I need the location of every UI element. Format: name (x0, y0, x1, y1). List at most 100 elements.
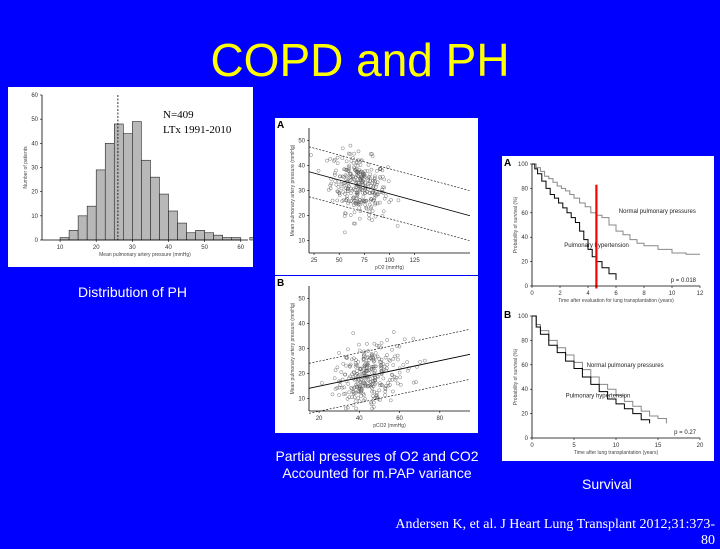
scatter-b-point (333, 368, 338, 373)
scatter-a-y-tick-label: 40 (298, 164, 305, 170)
scatter-a-point (354, 161, 359, 165)
scatter-a-x-tick-label: 100 (384, 258, 395, 264)
scatter-b-point (414, 380, 418, 384)
scatter-b-point (363, 370, 368, 375)
scatter-a-point (369, 167, 374, 172)
survival-b-x-tick-label: 5 (572, 443, 576, 449)
survival-b-y-tick-label: 100 (518, 314, 529, 320)
scatter-a-point (357, 198, 362, 202)
slide-title: COPD and PH (210, 34, 510, 86)
scatter-a-point (360, 190, 365, 195)
survival-a-x-tick-label: 6 (614, 291, 618, 297)
scatter-b-x-tick-label: 80 (436, 416, 443, 422)
scatter-a-point (368, 179, 372, 184)
caption-survival: Survival (582, 476, 632, 492)
scatter-b-point (388, 383, 392, 387)
survival-a-series-line (532, 163, 617, 280)
scatter-a-point (355, 194, 360, 199)
scatter-a-point (358, 176, 363, 181)
scatter-a-point (351, 175, 355, 179)
histogram-bar (249, 237, 253, 241)
scatter-a-point (357, 186, 362, 191)
scatter-b-point (339, 370, 344, 374)
scatter-a-point (380, 214, 385, 218)
survival-b-y-tick-label: 60 (521, 363, 528, 369)
scatter-b-point (374, 391, 379, 395)
scatter-a-point (363, 191, 367, 195)
scatter-a-point (339, 186, 344, 191)
survival-b-x-tick-label: 20 (697, 443, 704, 449)
scatter-a-point (367, 209, 372, 214)
scatter-a-point (371, 190, 376, 194)
scatter-a-point (343, 230, 347, 235)
scatter-b-point (345, 397, 350, 401)
scatter-a-point (358, 209, 363, 213)
scatter-b-point (373, 355, 378, 359)
scatter-b-point (348, 362, 353, 367)
scatter-a-point (369, 184, 373, 188)
scatter-b-point (357, 384, 362, 389)
scatter-a-point (338, 174, 342, 179)
scatter-b-point (363, 362, 367, 367)
scatter-a-point (332, 157, 337, 162)
scatter-a-point (370, 209, 375, 213)
scatter-b-point (361, 354, 366, 359)
scatter-a-point (384, 194, 388, 198)
scatter-b-point (357, 342, 361, 347)
survival-a-pvalue: p = 0.018 (671, 278, 697, 284)
scatter-b-point (371, 396, 376, 401)
scatter-a-y-tick-label: 20 (298, 214, 305, 220)
scatter-b-point (383, 387, 388, 391)
scatter-b-point (396, 357, 400, 362)
scatter-b-point (383, 389, 388, 394)
scatter-a-point (346, 201, 350, 206)
histogram-bar (123, 133, 133, 241)
scatter-a-x-tick-label: 25 (311, 258, 318, 264)
scatter-a-point (396, 198, 401, 203)
scatter-a-point (386, 165, 390, 170)
scatter-b-point (365, 354, 370, 359)
scatter-a-point (355, 163, 360, 168)
scatter-b-point (370, 389, 374, 394)
scatter-b-point (397, 344, 402, 349)
survival-b-pvalue: p = 0.27 (674, 430, 697, 436)
scatter-a-point (365, 169, 370, 173)
caption-partial-pressures: Partial pressures of O2 and CO2 Accounte… (266, 448, 488, 482)
scatter-a-point (345, 194, 349, 199)
scatter-a-point (370, 154, 375, 159)
scatter-b-point (371, 376, 375, 381)
scatter-b-point (361, 358, 366, 362)
scatter-b-point (395, 381, 400, 386)
scatter-b-y-tick-label: 40 (298, 322, 305, 328)
scatter-b-point (344, 363, 348, 368)
scatter-a-point (362, 198, 366, 203)
scatter-b-point (365, 362, 370, 367)
scatter-b-point (371, 394, 375, 398)
scatter-a-point (353, 175, 358, 180)
scatter-a-point (363, 169, 367, 174)
scatter-a-point (330, 198, 335, 203)
survival-a-y-tick-label: 100 (518, 162, 529, 168)
scatter-a-point (364, 199, 368, 203)
scatter-a-point (368, 152, 373, 156)
scatter-a-point (374, 185, 378, 189)
scatter-a-point (382, 196, 387, 201)
scatter-a-point (378, 166, 382, 171)
survival-a-x-tick-label: 10 (669, 291, 676, 297)
scatter-a-point (354, 160, 359, 164)
survival-b-y-tick-label: 80 (521, 338, 528, 344)
histogram-y-tick-label: 50 (31, 117, 38, 123)
scatter-a-point (354, 190, 359, 195)
scatter-b-confidence-line (308, 379, 471, 414)
histogram-panel: 10 20 30 40 50 60 0 10 20 30 40 50 60 Mean pulmonary … (8, 87, 253, 267)
scatter-b-point (337, 351, 341, 355)
scatter-b-point (365, 341, 369, 346)
scatter-b-point (372, 359, 377, 363)
scatter-a-point (343, 186, 348, 190)
scatter-a-point (328, 186, 333, 191)
scatter-a-point (354, 196, 359, 200)
scatter-b-point (383, 393, 387, 398)
histogram-x-tick-label: 30 (129, 245, 136, 251)
survival-a-panel-label: A (504, 158, 511, 169)
scatter-a-point (370, 218, 374, 222)
